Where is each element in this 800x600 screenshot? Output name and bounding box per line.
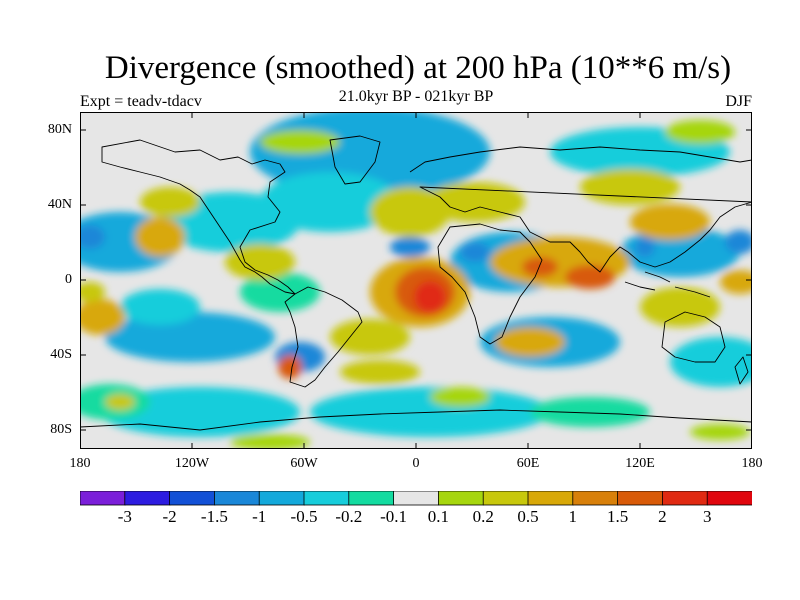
- maritime-continent-coast: [624, 271, 711, 298]
- lon-label-60w: 60W: [290, 456, 318, 471]
- colorbar-swatch: [169, 491, 216, 506]
- lon-label-180e: 180: [741, 456, 763, 471]
- lon-label-120w: 120W: [174, 456, 210, 471]
- greenland-coast: [329, 135, 381, 185]
- lat-label-40s: 40S: [50, 347, 72, 362]
- antarctica-coast: [80, 409, 752, 431]
- lon-label-120e: 120E: [625, 456, 655, 471]
- colorbar-label: 2: [658, 507, 667, 526]
- colorbar-swatch: [303, 491, 350, 506]
- lat-label-40n: 40N: [47, 197, 72, 212]
- colorbar-swatch: [348, 491, 395, 506]
- north-america-coast: [101, 139, 296, 295]
- lat-label-80s: 80S: [50, 422, 72, 437]
- colorbar-label: -0.2: [335, 507, 363, 526]
- lon-label-60e: 60E: [516, 456, 540, 471]
- colorbar-swatch: [80, 491, 126, 506]
- lat-label-80n: 80N: [47, 122, 72, 137]
- colorbar-label: 1.5: [606, 507, 629, 526]
- colorbar-swatch: [258, 491, 305, 506]
- new-zealand-coast: [734, 356, 749, 385]
- lon-label-0: 0: [412, 456, 420, 471]
- colorbar-swatch: [617, 491, 664, 506]
- colorbar-swatch: [572, 491, 619, 506]
- divergence-map: [80, 112, 752, 449]
- colorbar-label: -1: [252, 507, 267, 526]
- lat-label-eq: 0: [65, 272, 72, 287]
- axis-ticks: [80, 112, 752, 449]
- colorbar-label: 0.2: [472, 507, 494, 526]
- colorbar-swatch: [213, 491, 261, 506]
- colorbar-label: 3: [702, 507, 712, 526]
- colorbar-label: -1.5: [200, 507, 228, 526]
- colorbar-swatch: [393, 491, 440, 506]
- colorbar-label: 0.1: [427, 507, 450, 526]
- colorbar: [80, 491, 752, 506]
- colorbar-swatch: [437, 491, 485, 506]
- coastlines: [80, 135, 752, 431]
- colorbar-swatch: [124, 491, 171, 506]
- lon-label-180w: 180: [69, 456, 91, 471]
- colorbar-swatch: [482, 491, 529, 506]
- figure-title: Divergence (smoothed) at 200 hPa (10**6 …: [104, 50, 732, 86]
- season-label: DJF: [725, 93, 752, 110]
- africa-coast: [437, 223, 543, 345]
- field-blobs: [80, 112, 752, 449]
- europe-asia-coast: [409, 146, 752, 273]
- colorbar-label: -2: [162, 507, 177, 526]
- colorbar-swatch: [662, 491, 709, 506]
- south-america-coast: [284, 286, 363, 388]
- australia-coast: [661, 311, 726, 363]
- colorbar-label: -3: [117, 507, 132, 526]
- experiment-label: Expt = teadv-tdacv: [80, 93, 202, 110]
- colorbar-swatch: [706, 491, 752, 506]
- colorbar-label: -0.5: [290, 507, 318, 526]
- colorbar-label: 0.5: [517, 507, 539, 526]
- colorbar-label: 1: [568, 507, 578, 526]
- colorbar-swatch: [527, 491, 574, 506]
- colorbar-label: -0.1: [380, 507, 408, 526]
- period-subtitle: 21.0kyr BP - 021kyr BP: [338, 88, 494, 105]
